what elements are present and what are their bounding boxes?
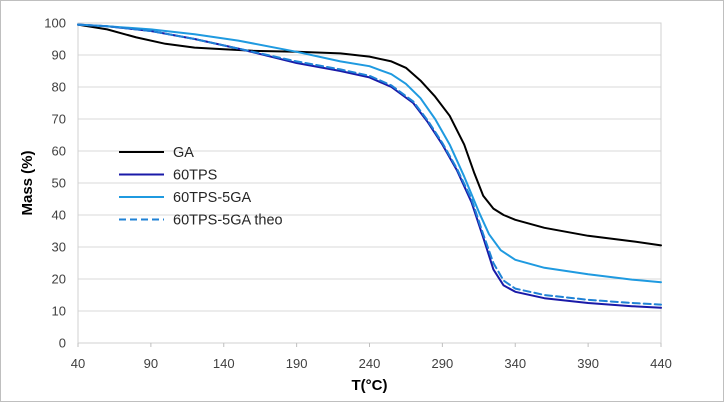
y-tick-label-40: 40 [52, 208, 66, 223]
y-tick-label-80: 80 [52, 80, 66, 95]
series-lines [77, 23, 662, 309]
legend-label-60tps-5ga-theo: 60TPS-5GA theo [173, 213, 283, 229]
x-tick-label-440: 440 [650, 356, 672, 371]
series-line-60tps-5ga [77, 23, 662, 284]
x-tick-label-190: 190 [286, 356, 308, 371]
x-tick-label-40: 40 [71, 356, 85, 371]
y-tick-label-50: 50 [52, 176, 66, 191]
series-line-60tps-5ga-theo [77, 23, 662, 306]
y-axis-title: Mass (%) [19, 150, 36, 215]
y-tick-label-10: 10 [52, 304, 66, 319]
y-tick-label-20: 20 [52, 272, 66, 287]
y-tick-label-0: 0 [59, 336, 66, 351]
series-line-ga [77, 23, 662, 247]
legend-label-60tps: 60TPS [173, 168, 217, 184]
y-tick-label-60: 60 [52, 144, 66, 159]
x-axis-ticks: 40 90 140 190 240 290 340 390 440 [71, 343, 672, 371]
gridlines [78, 22, 661, 344]
x-tick-label-90: 90 [144, 356, 158, 371]
y-tick-label-70: 70 [52, 112, 66, 127]
x-axis-title: T(°C) [352, 377, 388, 394]
y-tick-label-30: 30 [52, 240, 66, 255]
legend-label-60tps-5ga: 60TPS-5GA [173, 190, 251, 206]
y-axis-ticks: 0 10 20 30 40 50 60 70 80 90 100 [44, 16, 66, 351]
x-tick-label-240: 240 [359, 356, 381, 371]
legend-label-ga: GA [173, 145, 194, 161]
x-tick-label-390: 390 [577, 356, 599, 371]
x-tick-label-140: 140 [213, 356, 235, 371]
legend: GA 60TPS 60TPS-5GA 60TPS-5GA theo [119, 145, 283, 229]
y-tick-label-100: 100 [44, 16, 66, 31]
x-tick-label-340: 340 [504, 356, 526, 371]
y-tick-label-90: 90 [52, 48, 66, 63]
x-tick-label-290: 290 [432, 356, 454, 371]
